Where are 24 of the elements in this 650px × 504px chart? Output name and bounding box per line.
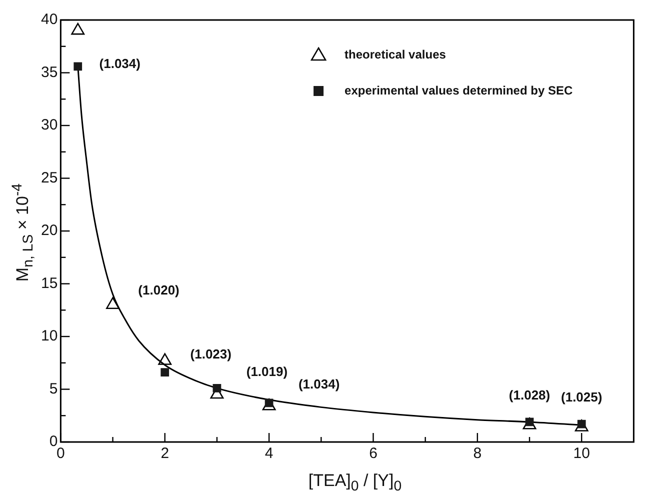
x-tick-label: 4 (264, 445, 274, 462)
y-tick-label: 10 (40, 328, 58, 345)
annotation: (1.025) (561, 390, 602, 405)
y-tick-label: 15 (40, 274, 58, 292)
y-tick-label: 30 (40, 116, 58, 134)
y-tick-label: 20 (40, 222, 58, 240)
y-tick-label: 0 (49, 433, 58, 450)
annotation: (1.028) (508, 388, 550, 403)
x-tick-label: 2 (160, 445, 170, 462)
y-tick-label: 35 (40, 64, 58, 81)
y-tick-label: 5 (49, 380, 58, 398)
annotation: (1.019) (246, 364, 288, 379)
legend-label: experimental values determined by SEC (344, 83, 573, 98)
legend-label: theoretical values (344, 47, 446, 62)
x-tick-label: 8 (473, 445, 482, 462)
x-axis-title: [TEA]$_{0}$ / [Y]$_{0}$ (307, 470, 403, 494)
annotation: (1.023) (190, 346, 232, 362)
x-tick-label: 6 (369, 445, 378, 462)
y-tick-label: 25 (40, 169, 58, 186)
x-tick-label: 10 (573, 445, 590, 462)
annotation: (1.034) (298, 376, 340, 392)
y-tick-label: 40 (40, 11, 58, 28)
annotation: (1.020) (138, 282, 180, 298)
annotation: (1.034) (99, 56, 140, 71)
